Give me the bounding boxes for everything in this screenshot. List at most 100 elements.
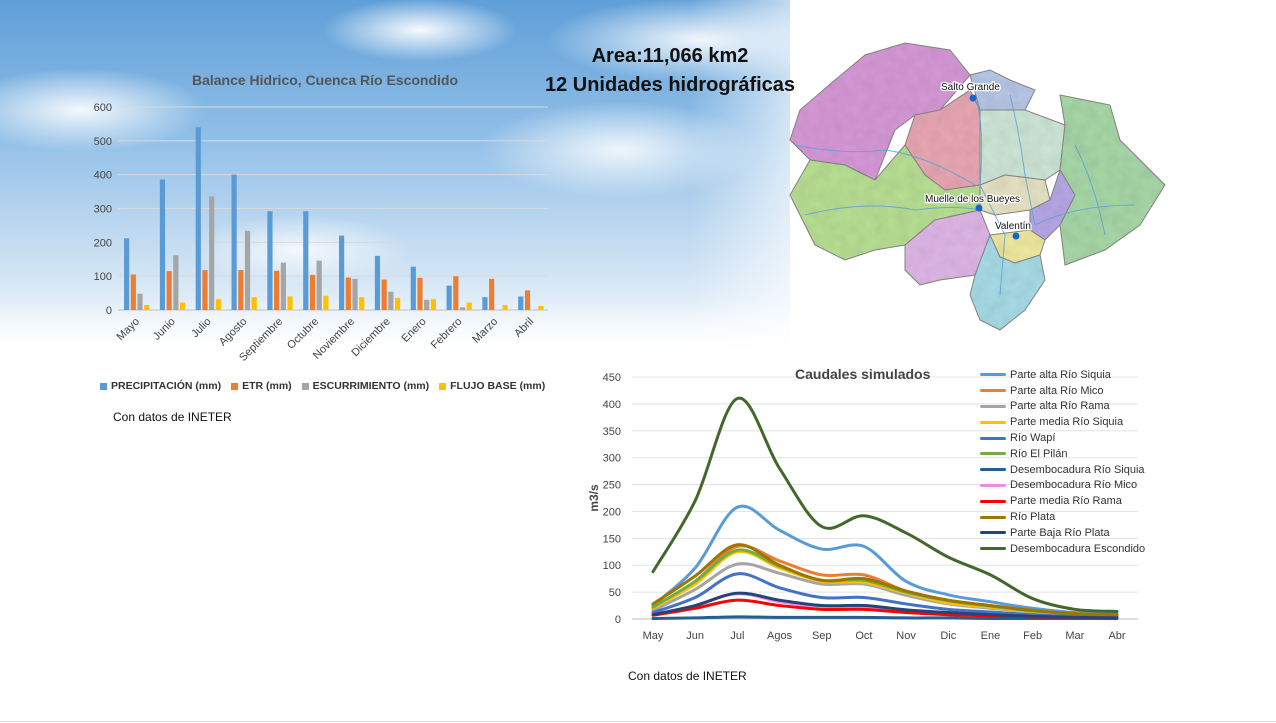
line-legend-label: Río El Pilán: [1010, 447, 1068, 460]
bar: [202, 270, 208, 310]
line-y-tick-label: 250: [603, 480, 621, 492]
bar: [424, 299, 430, 310]
line-legend-item: Parte media Río Rama: [980, 493, 1145, 509]
bar-legend-label: PRECIPITACIÓN (mm): [111, 380, 222, 392]
line-x-tick-label: Nov: [896, 630, 916, 642]
bar: [430, 299, 436, 310]
bar-legend-label: FLUJO BASE (mm): [450, 380, 546, 392]
bar: [215, 299, 221, 310]
bar: [195, 127, 201, 310]
bar: [166, 271, 172, 310]
bar: [374, 255, 381, 310]
map-label-muelle: Muelle de los Bueyes: [925, 194, 1020, 205]
bar-x-tick-label: Octubre: [285, 316, 321, 352]
bar: [238, 270, 244, 310]
bar-y-tick-label: 400: [94, 170, 112, 182]
area-line: Area:11,066 km2: [591, 45, 749, 67]
bar-x-tick-label: Abril: [512, 316, 536, 340]
map-place-valentin: Valentín: [994, 220, 1032, 240]
line-legend-item: Desembocadura Río Siquia: [980, 462, 1145, 478]
line-legend-swatch: [980, 468, 1006, 472]
map-unit-5: [1059, 94, 1166, 266]
series-line: [651, 504, 1119, 616]
line-y-tick-label: 400: [603, 399, 621, 411]
map-label-valentin: Valentín: [995, 221, 1031, 232]
line-legend-swatch: [980, 436, 1006, 440]
line-legend-label: Parte Baja Río Plata: [1010, 526, 1110, 539]
area-title: Area:11,066 km2 12 Unidades hidrográfica…: [530, 42, 810, 100]
bar-legend-swatch: [231, 382, 239, 390]
line-legend-label: Parte alta Río Mico: [1010, 384, 1104, 397]
map-place-salto-grande: Salto Grande: [940, 81, 1002, 102]
bar-legend-swatch: [100, 382, 107, 390]
line-x-tick-label: Abr: [1108, 630, 1125, 642]
bar-legend-item: ESCURRIMIENTO (mm): [301, 380, 430, 392]
line-y-tick-label: 100: [603, 560, 621, 572]
line-y-tick-label: 50: [609, 587, 621, 599]
line-y-tick-label: 350: [603, 426, 621, 438]
line-chart-legend: Parte alta Río Siquia Parte alta Río Mico…: [980, 367, 1145, 557]
line-legend-item: Parte media Río Siquia: [980, 414, 1145, 430]
line-y-axis-label: m3/s: [587, 484, 601, 512]
series-line: [651, 591, 1119, 620]
bar-y-tick-label: 500: [94, 136, 112, 148]
bar-x-tick-label: Enero: [399, 316, 428, 345]
map-label-salto-grande: Salto Grande: [941, 82, 1000, 93]
line-chart-title: Caudales simulados: [795, 366, 931, 382]
bar: [280, 262, 286, 310]
bar-y-tick-label: 600: [94, 102, 112, 114]
bar-legend-label: ETR (mm): [242, 380, 292, 392]
line-legend-item: Desembocadura Escondido: [980, 541, 1145, 557]
source-note-left: Con datos de INETER: [113, 410, 232, 424]
bar: [388, 291, 394, 310]
map-unit-1: [789, 42, 971, 181]
line-x-tick-label: Jul: [730, 630, 744, 642]
map-unit-4: [979, 109, 1066, 186]
bar-legend-swatch: [301, 382, 309, 390]
line-y-tick-label: 300: [603, 453, 621, 465]
line-chart: 0 50 100 150 200 250 300 350 400 450 May Jun Jul Agos…: [587, 372, 1138, 642]
bar: [231, 174, 237, 310]
map-unit-11: [969, 233, 1046, 331]
units-line: 12 Unidades hidrográficas: [544, 74, 796, 96]
bar: [394, 297, 401, 310]
watershed-map: Salto Grande Muelle de los Bueyes Valent…: [789, 42, 1166, 331]
bar-y-tick-label: 0: [106, 305, 112, 317]
line-legend-label: Parte media Río Siquia: [1010, 416, 1124, 429]
line-legend-swatch: [980, 420, 1006, 424]
bar-legend-item: PRECIPITACIÓN (mm): [100, 380, 221, 392]
bar-x-tick-label: Julio: [189, 316, 213, 340]
bar: [359, 297, 365, 310]
line-legend-label: Río Wapí: [1010, 432, 1056, 445]
bar: [179, 302, 186, 310]
bar: [309, 274, 316, 310]
line-legend-label: Río Plata: [1010, 511, 1056, 524]
line-x-tick-label: Mar: [1065, 630, 1084, 642]
bar-legend-swatch: [439, 382, 447, 390]
line-x-tick-label: Feb: [1023, 630, 1042, 642]
bar: [173, 255, 179, 310]
bar-chart-legend: PRECIPITACIÓN (mm) ETR (mm) ESCURRIMIENTO …: [100, 380, 545, 392]
line-legend-swatch: [980, 515, 1006, 519]
bar: [538, 305, 544, 310]
line-x-tick-label: Sep: [812, 630, 832, 642]
line-legend-label: Parte alta Río Rama: [1010, 400, 1110, 413]
bar: [489, 278, 495, 310]
bar: [446, 285, 452, 310]
bar-x-tick-label: Junio: [151, 316, 178, 343]
bar: [274, 270, 280, 310]
bar: [303, 211, 309, 310]
line-legend-swatch: [980, 483, 1006, 487]
line-legend-item: Parte alta Río Mico: [980, 383, 1145, 399]
line-legend-item: Parte alta Río Siquia: [980, 367, 1145, 383]
line-legend-item: Parte Baja Río Plata: [980, 525, 1145, 541]
line-legend-swatch: [980, 452, 1006, 456]
bar: [316, 260, 322, 310]
line-legend-swatch: [980, 404, 1006, 408]
bar-y-tick-label: 200: [94, 237, 112, 249]
bar: [251, 297, 257, 310]
line-y-tick-label: 150: [603, 533, 621, 545]
bar-legend-label: ESCURRIMIENTO (mm): [312, 380, 430, 392]
line-legend-item: Río Plata: [980, 509, 1145, 525]
